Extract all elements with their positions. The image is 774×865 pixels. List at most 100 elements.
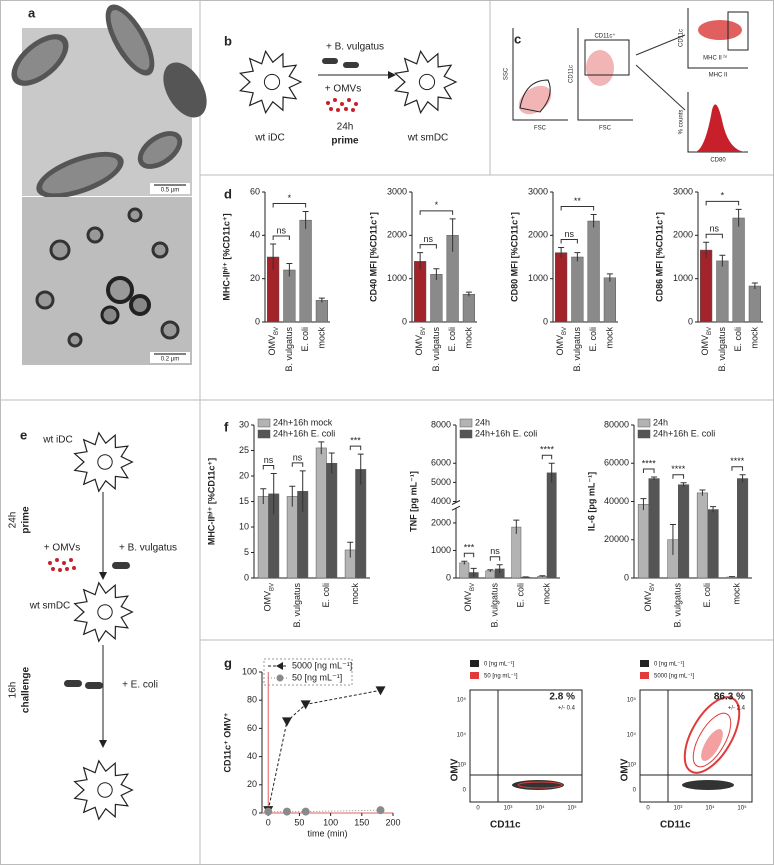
marker (281, 717, 292, 727)
y-axis-title: IL-6 [pg mL⁻¹] (586, 472, 596, 531)
y-axis-title: CD86 MFI [%CD11c⁺] (654, 212, 664, 302)
significance-bracket (262, 464, 275, 470)
y-tick-label: 40 (247, 751, 257, 761)
error-bar (496, 564, 503, 574)
gate-sd: +/- 2.4 (728, 706, 746, 712)
significance-bracket (731, 466, 744, 471)
tick-label: 10⁵ (627, 697, 637, 704)
bar (315, 447, 327, 579)
error-bar (260, 488, 267, 505)
y-tick-label: 3000 (528, 186, 548, 196)
axis-break (451, 500, 461, 511)
nucleus (97, 782, 113, 798)
y-tick-label: 80000 (604, 419, 629, 429)
category-text: OMV (415, 335, 425, 356)
gate-percent: 2.8 % (549, 692, 575, 703)
error-bar (289, 485, 296, 507)
legend-label: 24h+16h mock (273, 417, 333, 427)
error-bar (513, 519, 520, 534)
panel-label: c (514, 31, 521, 46)
bar (748, 285, 761, 323)
error-bar (703, 241, 710, 258)
panel-label: d (224, 186, 232, 201)
y-tick-label: 6000 (431, 458, 451, 468)
x-tick-label: OMVBV (556, 327, 568, 356)
axis-label: CD80 (710, 158, 726, 164)
bar (414, 261, 427, 323)
bar (696, 492, 709, 579)
legend-label: 0 [ng mL⁻¹] (654, 662, 685, 668)
tick-label: 10⁴ (457, 732, 467, 739)
error-bar (433, 268, 440, 280)
tick-label: 0 (633, 788, 637, 794)
tick-label: 10³ (457, 763, 466, 769)
y-tick-label: 3000 (673, 186, 693, 196)
error-bar (669, 523, 676, 556)
bar (700, 249, 713, 323)
significance-label: **** (730, 456, 745, 466)
x-tick-label: OMVBV (268, 327, 280, 356)
y-tick-label: 60000 (604, 458, 629, 468)
gate-sd: +/- 0.4 (558, 706, 576, 712)
x-tick-label: mock (732, 583, 742, 605)
error-bar (739, 474, 746, 483)
legend-marker (276, 674, 284, 682)
bar (732, 217, 745, 323)
x-tick-label: OMVBV (643, 583, 655, 612)
tick-label: 10⁵ (457, 697, 467, 704)
legend-label: 24h+16h E. coli (273, 428, 335, 438)
category-subscript: BV (470, 583, 476, 591)
bar (555, 252, 568, 323)
y-tick-label: 15 (239, 496, 249, 506)
cell-label: wt iDC (254, 133, 284, 144)
treatment-label: + OMVs (44, 543, 80, 554)
y-tick-label: 0 (688, 316, 693, 326)
y-tick-label: 40 (250, 230, 260, 240)
flow-plot-2: 0 [ng mL⁻¹] 5000 [ng mL⁻¹] 86.3 % +/- 2.… (620, 660, 753, 831)
error-bar (461, 560, 468, 565)
x-tick-label: B. vulgatus (284, 327, 294, 372)
marker (264, 807, 273, 816)
error-bar (539, 575, 546, 577)
legend-swatch (257, 429, 271, 439)
treatment-label: + OMVs (325, 84, 361, 95)
error-bar (680, 482, 687, 487)
tick-label: 10³ (504, 806, 513, 812)
x-tick-label: mock (463, 327, 473, 349)
bar (355, 469, 367, 579)
y-tick-label: 100 (242, 666, 257, 676)
scale-bar-label: 0.5 µm (161, 188, 179, 194)
legend-swatch (459, 418, 473, 428)
x-tick-label: B. vulgatus (431, 327, 441, 372)
significance-label: *** (464, 543, 475, 553)
legend-swatch (637, 418, 651, 428)
step-label: prime (21, 506, 32, 534)
cell-label: wt smDC (407, 133, 449, 144)
x-tick-label: E. coli (447, 327, 457, 352)
error-bar (640, 498, 647, 511)
panel-label: e (20, 427, 27, 442)
error-bar (719, 254, 726, 267)
nucleus (97, 604, 113, 620)
error-bar (286, 263, 293, 277)
error-bar (574, 252, 581, 262)
y-tick-label: 0 (543, 316, 548, 326)
bar (286, 496, 298, 579)
y-tick-label: 1000 (528, 273, 548, 283)
bar (430, 274, 443, 323)
significance-label: ns (276, 225, 286, 235)
bar (459, 562, 470, 579)
error-bar (522, 576, 529, 578)
flow-plot-1: 0 [ng mL⁻¹] 50 [ng mL⁻¹] 2.8 % +/- 0.4 O… (450, 660, 583, 831)
bar (707, 509, 719, 579)
significance-label: **** (540, 445, 555, 455)
error-bar (465, 291, 472, 297)
error-bar (590, 214, 597, 228)
y-tick-label: 0 (252, 807, 257, 817)
x-tick-label: B. vulgatus (489, 583, 499, 628)
category-text: OMV (463, 591, 473, 612)
category-text: OMV (263, 591, 273, 612)
axis-label: FSC (534, 126, 547, 132)
y-tick-label: 1000 (673, 273, 693, 283)
significance-bracket (672, 474, 685, 479)
